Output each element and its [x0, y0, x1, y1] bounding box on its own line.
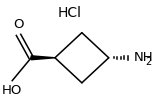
Text: HCl: HCl	[57, 6, 81, 20]
Text: NH: NH	[134, 51, 154, 64]
Text: HO: HO	[2, 84, 22, 97]
Text: O: O	[13, 18, 24, 31]
Polygon shape	[31, 56, 55, 60]
Text: 2: 2	[145, 57, 151, 67]
